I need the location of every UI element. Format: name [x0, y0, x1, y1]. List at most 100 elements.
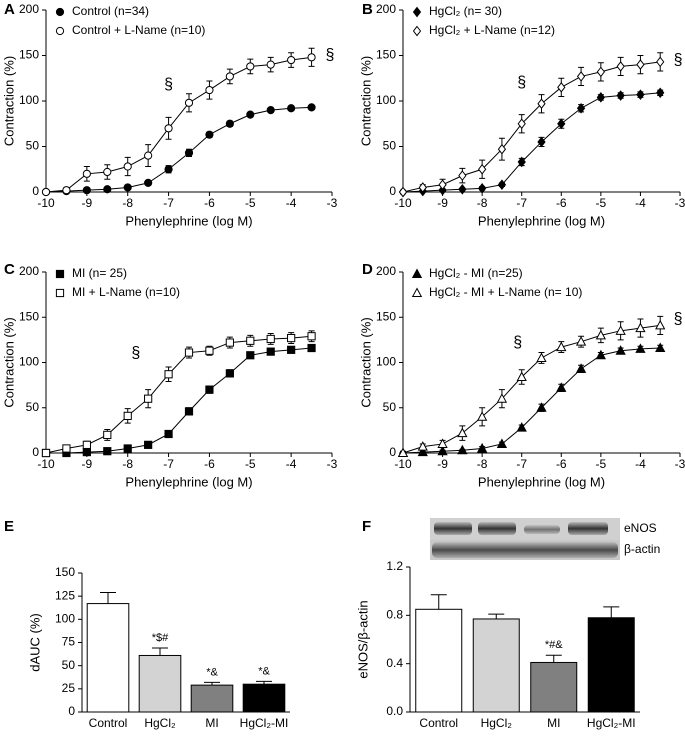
annotation: § [164, 76, 173, 93]
y-tick-label: 150 [376, 309, 396, 323]
x-tick-label: HgCl₂-MI [587, 716, 636, 730]
x-tick-label: HgCl₂-MI [240, 716, 289, 730]
series-line [45, 106, 312, 193]
bar [472, 618, 520, 713]
marker [656, 87, 665, 99]
marker [477, 442, 488, 453]
y-tick-label: 200 [19, 2, 39, 16]
y-axis-label: eNOS/β-actin [355, 600, 370, 678]
marker [123, 162, 132, 171]
error-bar [545, 654, 562, 663]
y-tick-label: 100 [376, 355, 396, 369]
annotation: *$# [152, 632, 169, 644]
x-tick-label: MI [205, 716, 218, 730]
error-bar [152, 647, 168, 656]
annotation: *& [206, 666, 218, 678]
marker [656, 56, 665, 68]
y-tick-label: 0 [32, 184, 39, 198]
x-tick-label: -6 [204, 196, 215, 210]
x-tick-label: -5 [596, 196, 607, 210]
x-tick-label: -9 [437, 457, 448, 471]
marker [418, 182, 427, 193]
marker [205, 130, 214, 139]
annotation: § [674, 310, 683, 327]
marker [123, 183, 132, 192]
marker [144, 440, 153, 449]
legend-label: HgCl₂ + L-Name (n=12) [429, 23, 555, 37]
x-axis-label: Phenylephrine (log M) [478, 474, 605, 489]
marker [307, 103, 316, 112]
marker [516, 371, 527, 381]
marker [516, 422, 527, 432]
x-tick-label: -4 [635, 457, 646, 471]
marker [184, 98, 194, 107]
x-tick-label: -10 [37, 457, 55, 471]
y-axis-label: Contraction (%) [1, 317, 16, 407]
x-axis-label: Phenylephrine (log M) [125, 474, 252, 489]
y-tick-label: 100 [19, 355, 39, 369]
marker [477, 411, 488, 421]
legend-marker [411, 287, 423, 297]
blot-band [432, 542, 618, 558]
marker [457, 427, 468, 438]
marker [307, 343, 316, 353]
panel-letter: F [362, 518, 371, 535]
x-tick-label: -6 [556, 457, 567, 471]
x-tick-label: -6 [204, 457, 215, 471]
marker [103, 167, 112, 177]
marker [517, 118, 526, 130]
blot-band [478, 522, 516, 535]
marker [164, 370, 173, 379]
marker [287, 104, 296, 113]
legend-marker [412, 6, 422, 18]
x-tick-label: -10 [394, 457, 412, 471]
bar [190, 684, 234, 713]
error-bar [100, 591, 116, 604]
marker [225, 72, 234, 81]
marker [496, 393, 508, 403]
marker [457, 444, 468, 455]
marker [246, 110, 255, 119]
y-tick-label: 50 [26, 139, 40, 153]
x-tick-label: MI [547, 716, 560, 730]
panel-letter: C [4, 261, 15, 278]
marker [437, 445, 448, 456]
marker [246, 62, 255, 71]
marker [537, 98, 546, 110]
x-tick-label: -3 [327, 196, 338, 210]
marker [144, 394, 153, 403]
marker [616, 90, 625, 101]
marker [556, 382, 567, 392]
marker [576, 71, 586, 82]
legend-marker [55, 288, 65, 298]
y-tick-label: 0.8 [386, 608, 403, 622]
y-axis-label: dAUC (%) [27, 613, 42, 672]
error-bar [430, 594, 447, 610]
y-tick-label: 50 [383, 400, 397, 414]
marker [496, 438, 508, 448]
bar [587, 617, 635, 713]
bar [242, 683, 286, 713]
y-tick-label: 50 [26, 400, 40, 414]
marker [266, 334, 275, 344]
marker [103, 447, 112, 456]
x-tick-label: -6 [556, 196, 567, 210]
marker [205, 85, 214, 95]
x-tick-label: -9 [82, 457, 93, 471]
bar [138, 654, 182, 713]
x-tick-label: -5 [245, 196, 256, 210]
panel-letter: E [4, 518, 14, 535]
legend-label: Control (n=34) [72, 4, 149, 18]
x-tick-label: -3 [675, 457, 685, 471]
x-tick-label: Control [419, 716, 458, 730]
marker [164, 124, 173, 133]
y-axis-label: Contraction (%) [358, 317, 373, 407]
marker [595, 349, 606, 360]
x-tick-label: -3 [327, 457, 338, 471]
x-tick-label: -10 [37, 196, 55, 210]
marker [266, 347, 275, 356]
error-bar [603, 606, 620, 618]
marker [575, 363, 587, 373]
marker [596, 92, 605, 103]
